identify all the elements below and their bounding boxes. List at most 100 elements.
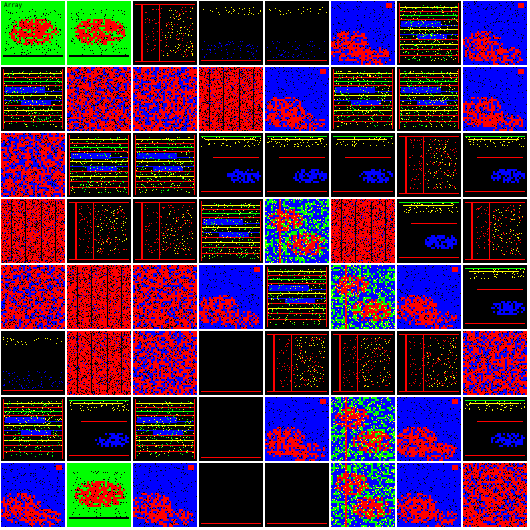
frame-thumbnail[interactable]: [67, 67, 131, 131]
frame-thumbnail[interactable]: [1, 331, 65, 395]
frame-thumbnail[interactable]: [67, 397, 131, 461]
frame-thumbnail[interactable]: [331, 463, 395, 527]
frame-thumbnail[interactable]: [199, 67, 263, 131]
frame-thumbnail[interactable]: [397, 67, 461, 131]
frame-thumbnail[interactable]: [133, 67, 197, 131]
frame-thumbnail[interactable]: [265, 397, 329, 461]
frame-thumbnail[interactable]: [331, 1, 395, 65]
frame-thumbnail[interactable]: [265, 265, 329, 329]
frame-thumbnail[interactable]: [1, 199, 65, 263]
frame-thumbnail[interactable]: [265, 67, 329, 131]
frame-thumbnail[interactable]: [133, 331, 197, 395]
frame-thumbnail[interactable]: [265, 133, 329, 197]
frame-thumbnail[interactable]: [397, 199, 461, 263]
frame-thumbnail[interactable]: [199, 199, 263, 263]
frame-thumbnail[interactable]: [133, 199, 197, 263]
frame-thumbnail[interactable]: [463, 199, 527, 263]
frame-thumbnail[interactable]: [199, 1, 263, 65]
frame-thumbnail[interactable]: [463, 67, 527, 131]
frame-thumbnail[interactable]: [199, 265, 263, 329]
frame-image: [463, 463, 527, 527]
frame-image: [133, 1, 197, 65]
frame-image: [133, 199, 197, 263]
frame-thumbnail[interactable]: [1, 397, 65, 461]
frame-image: [1, 331, 65, 395]
frame-image: [1, 265, 65, 329]
frame-image: [265, 463, 329, 527]
frame-thumbnail[interactable]: [331, 199, 395, 263]
frame-thumbnail[interactable]: [265, 463, 329, 527]
frame-thumbnail[interactable]: [397, 265, 461, 329]
frame-thumbnail[interactable]: [67, 199, 131, 263]
frame-thumbnail[interactable]: [463, 397, 527, 461]
frame-thumbnail[interactable]: [331, 397, 395, 461]
frame-image: [265, 397, 329, 461]
frame-image: [133, 463, 197, 527]
frame-thumbnail[interactable]: [331, 133, 395, 197]
frame-thumbnail[interactable]: [1, 265, 65, 329]
frame-thumbnail[interactable]: [67, 463, 131, 527]
frame-thumbnail[interactable]: Array: [1, 1, 65, 65]
frame-thumbnail[interactable]: [463, 463, 527, 527]
frame-image: [133, 265, 197, 329]
frame-thumbnail[interactable]: [397, 331, 461, 395]
frame-image: [67, 463, 131, 527]
frame-image: [67, 67, 131, 131]
frame-image: [199, 1, 263, 65]
frame-thumbnail[interactable]: [1, 67, 65, 131]
frame-image: [331, 463, 395, 527]
frame-image: [331, 331, 395, 395]
frame-thumbnail[interactable]: [265, 1, 329, 65]
frame-image: [199, 67, 263, 131]
frame-thumbnail[interactable]: [463, 331, 527, 395]
frame-thumbnail[interactable]: [397, 463, 461, 527]
frame-thumbnail[interactable]: [133, 265, 197, 329]
frame-thumbnail[interactable]: [133, 397, 197, 461]
frame-thumbnail[interactable]: [133, 1, 197, 65]
frame-image: [1, 1, 65, 65]
frame-thumbnail[interactable]: [67, 1, 131, 65]
frame-thumbnail[interactable]: [67, 265, 131, 329]
frame-image: [67, 133, 131, 197]
frame-thumbnail[interactable]: [397, 133, 461, 197]
frame-image: [1, 67, 65, 131]
frame-image: [67, 199, 131, 263]
frame-thumbnail[interactable]: [331, 265, 395, 329]
frame-image: [133, 133, 197, 197]
frame-thumbnail[interactable]: [463, 133, 527, 197]
frame-thumbnail[interactable]: [199, 133, 263, 197]
frame-image: [133, 397, 197, 461]
frame-thumbnail[interactable]: [265, 199, 329, 263]
frame-image: [397, 67, 461, 131]
frame-image: [1, 463, 65, 527]
frame-thumbnail[interactable]: [265, 331, 329, 395]
frame-image: [199, 199, 263, 263]
frame-image: [463, 397, 527, 461]
frame-image: [463, 265, 527, 329]
frame-thumbnail[interactable]: [331, 331, 395, 395]
frame-image: [1, 199, 65, 263]
frame-thumbnail[interactable]: [463, 265, 527, 329]
frame-thumbnail[interactable]: [199, 463, 263, 527]
frame-thumbnail[interactable]: [397, 397, 461, 461]
frame-thumbnail[interactable]: [397, 1, 461, 65]
frame-thumbnail[interactable]: [133, 133, 197, 197]
frame-thumbnail[interactable]: [331, 67, 395, 131]
frame-image: [397, 265, 461, 329]
frame-thumbnail[interactable]: [463, 1, 527, 65]
frame-thumbnail[interactable]: [1, 463, 65, 527]
frame-image: [463, 1, 527, 65]
frame-thumbnail[interactable]: [133, 463, 197, 527]
frame-thumbnail[interactable]: [67, 331, 131, 395]
frame-image: [265, 67, 329, 131]
frame-image: [463, 133, 527, 197]
frame-image: [331, 397, 395, 461]
frame-thumbnail[interactable]: [1, 133, 65, 197]
frame-thumbnail[interactable]: [67, 133, 131, 197]
frame-image: [331, 133, 395, 197]
frame-image: [331, 67, 395, 131]
frame-thumbnail[interactable]: [199, 331, 263, 395]
frame-image: [1, 133, 65, 197]
frame-thumbnail[interactable]: [199, 397, 263, 461]
